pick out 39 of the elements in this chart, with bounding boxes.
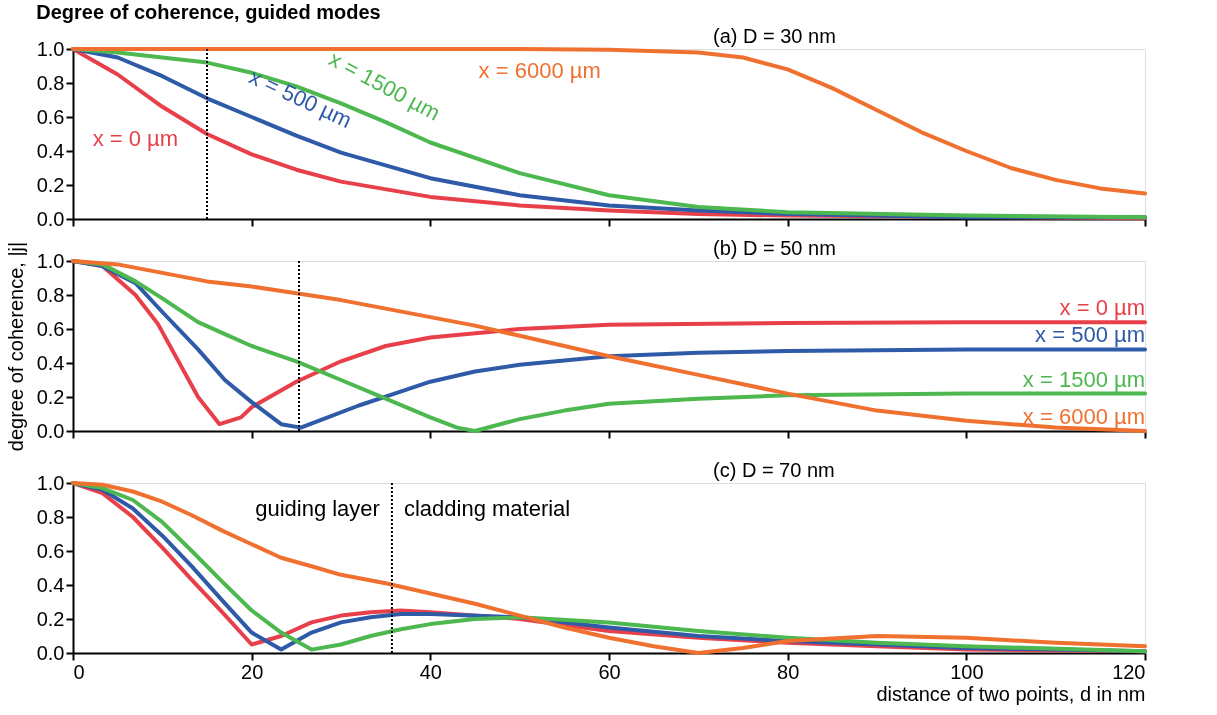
y-tick-label: 0.6 bbox=[36, 317, 65, 340]
y-tick-label: 0.2 bbox=[36, 607, 65, 630]
text: (b) D = 50 nm bbox=[713, 237, 836, 259]
chart-title: Degree of coherence, guided modes bbox=[36, 1, 381, 23]
y-axis-title: degree of coherence, |j| bbox=[4, 241, 27, 452]
series-label: x = 500 µm bbox=[1035, 322, 1145, 348]
series-label: x = 1500 µm bbox=[1022, 366, 1145, 392]
text: (a) D = 30 nm bbox=[713, 25, 836, 47]
y-tick-label: 0.8 bbox=[36, 71, 65, 94]
y-tick-label: 0.6 bbox=[36, 105, 65, 128]
annotation: guiding layer bbox=[255, 496, 380, 521]
x-tick-label: 0 bbox=[73, 660, 85, 683]
y-tick-label: 0.4 bbox=[36, 573, 65, 596]
x-tick-label: 40 bbox=[419, 660, 442, 683]
y-tick-label: 0.8 bbox=[36, 505, 65, 528]
y-tick-label: 0.2 bbox=[36, 173, 65, 196]
series-label: x = 6000 µm bbox=[1022, 404, 1145, 429]
y-tick-label: 0.4 bbox=[36, 139, 65, 162]
y-tick-label: 0.0 bbox=[36, 207, 65, 230]
x-tick-label: 100 bbox=[950, 660, 984, 683]
y-tick-label: 1.0 bbox=[36, 249, 65, 272]
annotation: cladding material bbox=[403, 496, 571, 521]
y-tick-label: 1.0 bbox=[36, 471, 65, 494]
x-tick-label: 60 bbox=[598, 660, 621, 683]
series-label: x = 0 µm bbox=[92, 125, 179, 151]
x-tick-label: 120 bbox=[1112, 660, 1146, 683]
y-tick-label: 0.6 bbox=[36, 539, 65, 562]
y-tick-label: 0.0 bbox=[36, 641, 65, 664]
x-tick-label: 80 bbox=[777, 660, 800, 683]
x-tick-label: 20 bbox=[241, 660, 264, 683]
y-tick-label: 0.0 bbox=[36, 419, 65, 442]
y-tick-label: 0.4 bbox=[36, 351, 65, 374]
series-label: x = 6000 µm bbox=[478, 58, 601, 83]
x-axis-title: distance of two points, d in nm bbox=[876, 682, 1146, 705]
series-label: x = 0 µm bbox=[1059, 295, 1145, 321]
y-tick-label: 0.8 bbox=[36, 283, 65, 306]
text: (c) D = 70 nm bbox=[713, 459, 835, 481]
y-tick-label: 1.0 bbox=[36, 37, 65, 60]
y-tick-label: 0.2 bbox=[36, 385, 65, 408]
